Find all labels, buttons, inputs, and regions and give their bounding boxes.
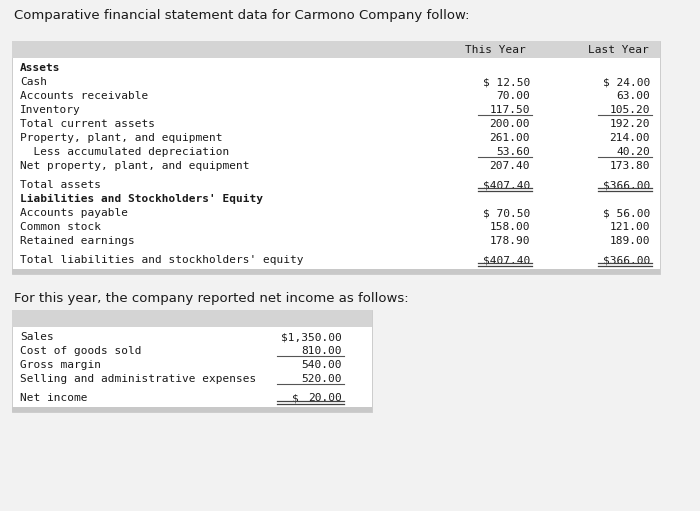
Text: $ 70.50: $ 70.50 bbox=[483, 208, 530, 218]
Text: Inventory: Inventory bbox=[20, 105, 80, 115]
Text: For this year, the company reported net income as follows:: For this year, the company reported net … bbox=[14, 292, 409, 305]
Text: Net property, plant, and equipment: Net property, plant, and equipment bbox=[20, 161, 249, 171]
Text: This Year: This Year bbox=[465, 44, 526, 55]
Bar bbox=[12, 269, 660, 274]
Text: $ 56.00: $ 56.00 bbox=[603, 208, 650, 218]
Text: $366.00: $366.00 bbox=[603, 180, 650, 190]
Text: 105.20: 105.20 bbox=[610, 105, 650, 115]
Text: 178.90: 178.90 bbox=[489, 236, 530, 246]
Text: Cash: Cash bbox=[20, 77, 47, 87]
Text: 158.00: 158.00 bbox=[489, 222, 530, 232]
Text: 189.00: 189.00 bbox=[610, 236, 650, 246]
Text: 40.20: 40.20 bbox=[616, 147, 650, 157]
Text: $407.40: $407.40 bbox=[483, 255, 530, 265]
Text: 63.00: 63.00 bbox=[616, 91, 650, 101]
Bar bbox=[12, 41, 660, 58]
Text: $366.00: $366.00 bbox=[603, 255, 650, 265]
Text: 200.00: 200.00 bbox=[489, 119, 530, 129]
Bar bbox=[12, 41, 660, 274]
Text: Assets: Assets bbox=[20, 63, 60, 73]
Text: Gross margin: Gross margin bbox=[20, 360, 101, 370]
Text: Liabilities and Stockholders' Equity: Liabilities and Stockholders' Equity bbox=[20, 194, 263, 204]
Text: 173.80: 173.80 bbox=[610, 161, 650, 171]
Text: Accounts payable: Accounts payable bbox=[20, 208, 128, 218]
Text: 70.00: 70.00 bbox=[496, 91, 530, 101]
Text: Sales: Sales bbox=[20, 332, 54, 342]
Text: 261.00: 261.00 bbox=[489, 133, 530, 143]
Text: Comparative financial statement data for Carmono Company follow:: Comparative financial statement data for… bbox=[14, 9, 470, 22]
Text: 810.00: 810.00 bbox=[302, 346, 342, 356]
Text: 207.40: 207.40 bbox=[489, 161, 530, 171]
Text: Total current assets: Total current assets bbox=[20, 119, 155, 129]
Bar bbox=[12, 310, 372, 327]
Bar bbox=[12, 310, 372, 412]
Text: $1,350.00: $1,350.00 bbox=[281, 332, 342, 342]
Text: Selling and administrative expenses: Selling and administrative expenses bbox=[20, 374, 256, 384]
Text: Net income: Net income bbox=[20, 393, 88, 403]
Text: 540.00: 540.00 bbox=[302, 360, 342, 370]
Text: $ 24.00: $ 24.00 bbox=[603, 77, 650, 87]
Text: Retained earnings: Retained earnings bbox=[20, 236, 134, 246]
Text: Total liabilities and stockholders' equity: Total liabilities and stockholders' equi… bbox=[20, 255, 304, 265]
Text: 117.50: 117.50 bbox=[489, 105, 530, 115]
Text: Last Year: Last Year bbox=[587, 44, 648, 55]
Bar bbox=[12, 407, 372, 412]
Text: $ 12.50: $ 12.50 bbox=[483, 77, 530, 87]
Text: $: $ bbox=[292, 393, 299, 403]
Text: Accounts receivable: Accounts receivable bbox=[20, 91, 148, 101]
Text: 520.00: 520.00 bbox=[302, 374, 342, 384]
Text: $407.40: $407.40 bbox=[483, 180, 530, 190]
Text: 214.00: 214.00 bbox=[610, 133, 650, 143]
Text: 53.60: 53.60 bbox=[496, 147, 530, 157]
Text: 20.00: 20.00 bbox=[308, 393, 342, 403]
Text: Total assets: Total assets bbox=[20, 180, 101, 190]
Text: Cost of goods sold: Cost of goods sold bbox=[20, 346, 141, 356]
Text: 121.00: 121.00 bbox=[610, 222, 650, 232]
Text: 192.20: 192.20 bbox=[610, 119, 650, 129]
Text: Property, plant, and equipment: Property, plant, and equipment bbox=[20, 133, 223, 143]
Text: Less accumulated depreciation: Less accumulated depreciation bbox=[20, 147, 230, 157]
Text: Common stock: Common stock bbox=[20, 222, 101, 232]
